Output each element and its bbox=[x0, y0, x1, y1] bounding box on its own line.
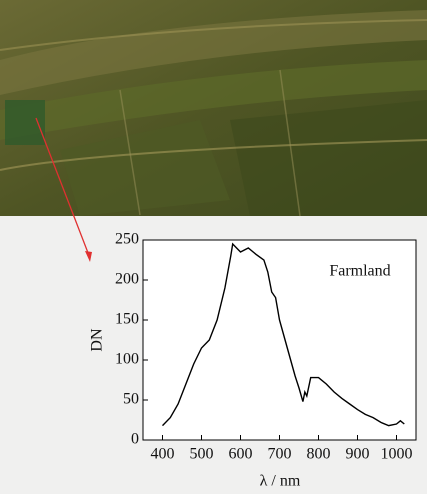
y-axis-label: DN bbox=[89, 328, 106, 352]
x-axis-label: λ / nm bbox=[260, 473, 301, 490]
x-tick-label: 700 bbox=[268, 446, 292, 463]
x-tick-label: 600 bbox=[229, 446, 253, 463]
aerial-image bbox=[0, 0, 427, 217]
y-tick-label: 200 bbox=[115, 271, 139, 288]
x-tick-label: 500 bbox=[190, 446, 214, 463]
y-tick-label: 250 bbox=[115, 231, 139, 248]
x-tick-label: 400 bbox=[151, 446, 175, 463]
spectrum-line bbox=[161, 242, 405, 427]
x-tick-label: 800 bbox=[307, 446, 331, 463]
annotation: Farmland bbox=[329, 263, 390, 280]
y-tick-label: 0 bbox=[131, 431, 139, 448]
y-tick-label: 50 bbox=[123, 391, 139, 408]
x-tick-label: 1000 bbox=[381, 446, 413, 463]
y-tick-label: 150 bbox=[115, 311, 139, 328]
y-tick-label: 100 bbox=[115, 351, 139, 368]
pointer-arrow bbox=[35, 117, 92, 262]
x-tick-label: 900 bbox=[346, 446, 370, 463]
